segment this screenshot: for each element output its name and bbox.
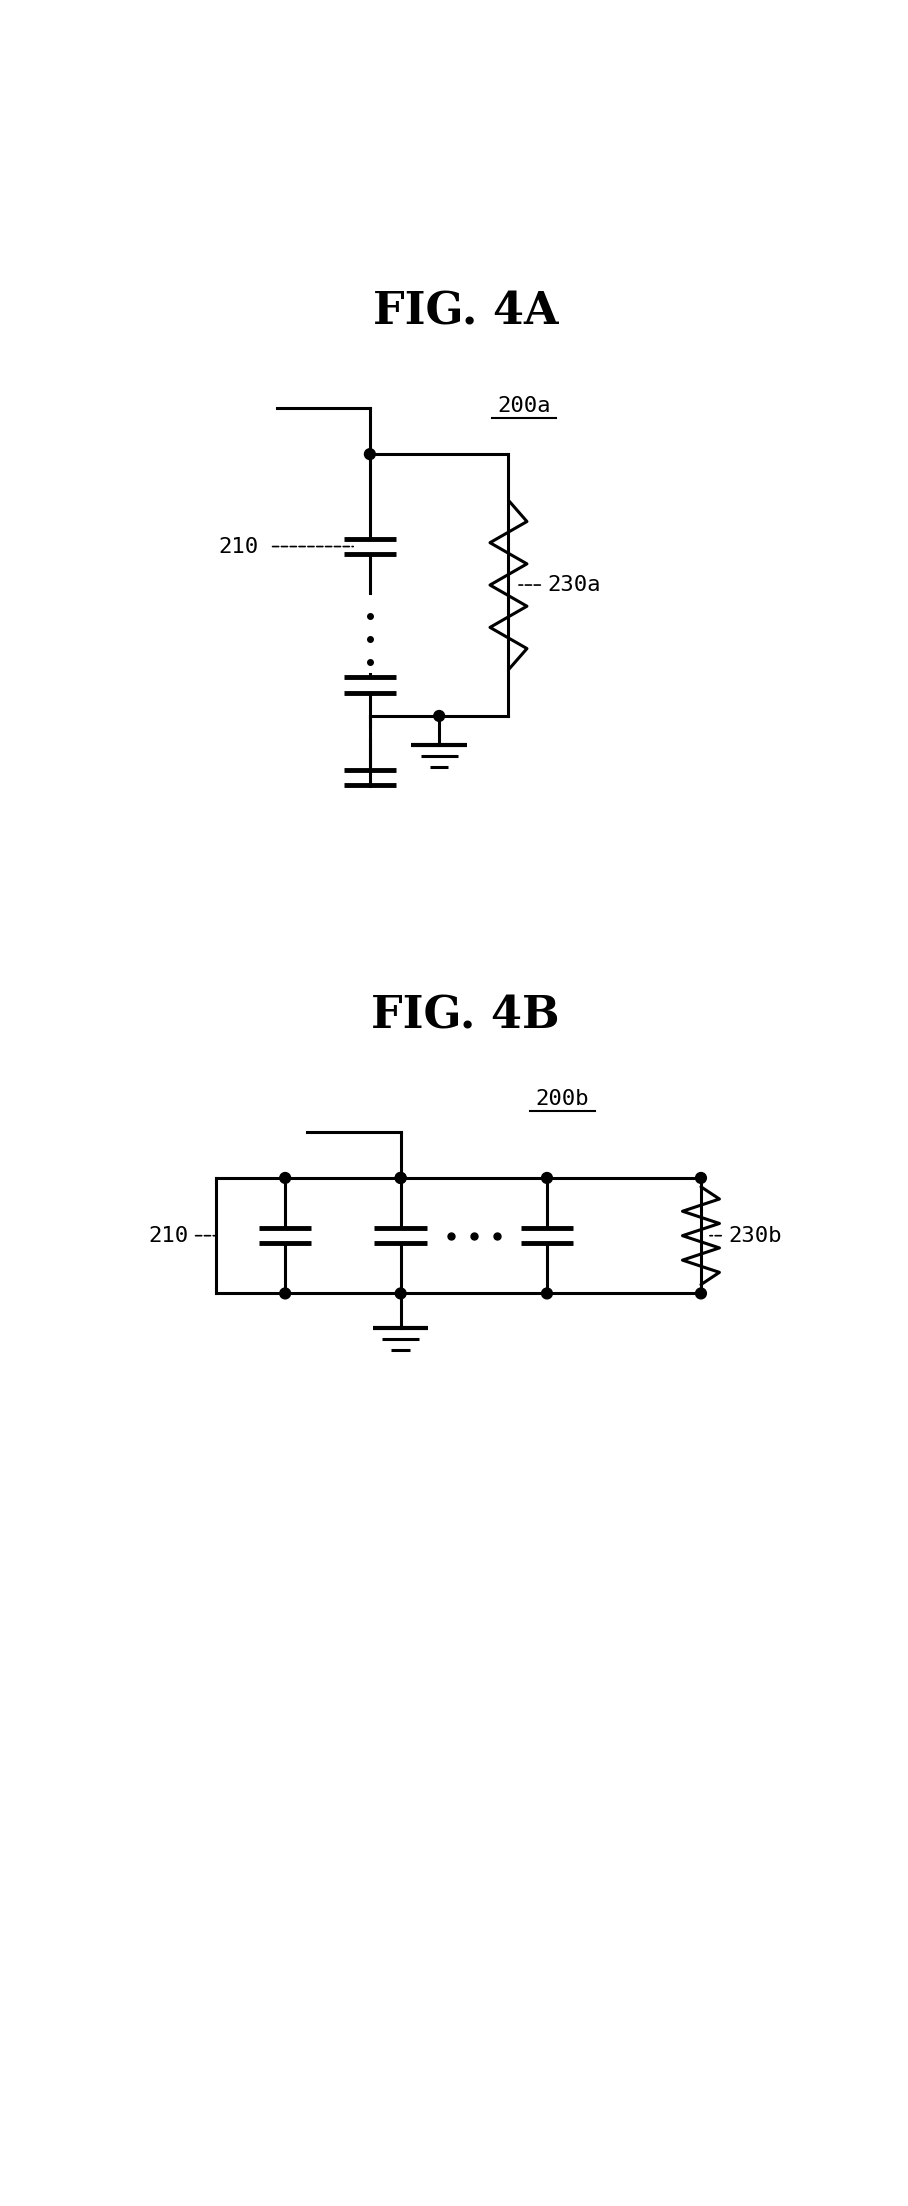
Circle shape bbox=[434, 710, 445, 721]
Text: 230a: 230a bbox=[547, 576, 600, 596]
Circle shape bbox=[696, 1288, 706, 1299]
Text: 210: 210 bbox=[149, 1227, 189, 1246]
Text: 210: 210 bbox=[218, 536, 258, 556]
Text: 200b: 200b bbox=[536, 1088, 589, 1110]
Circle shape bbox=[280, 1174, 291, 1182]
Circle shape bbox=[395, 1288, 406, 1299]
Text: FIG. 4A: FIG. 4A bbox=[372, 291, 558, 333]
Circle shape bbox=[395, 1174, 406, 1182]
Circle shape bbox=[364, 448, 375, 459]
Text: FIG. 4B: FIG. 4B bbox=[371, 995, 559, 1037]
Circle shape bbox=[280, 1288, 291, 1299]
Circle shape bbox=[541, 1174, 552, 1182]
Circle shape bbox=[395, 1174, 406, 1182]
Circle shape bbox=[541, 1288, 552, 1299]
Text: 200a: 200a bbox=[497, 395, 550, 415]
Circle shape bbox=[696, 1174, 706, 1182]
Text: 230b: 230b bbox=[728, 1227, 782, 1246]
